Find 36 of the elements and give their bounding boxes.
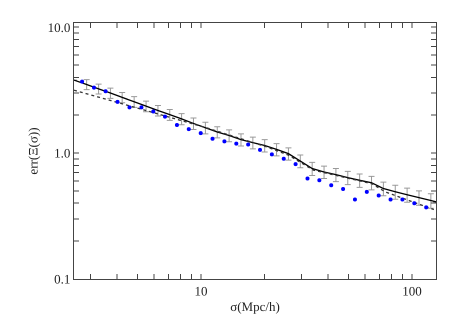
point (198, 131, 203, 136)
point (246, 142, 250, 147)
point (92, 86, 96, 90)
point (163, 114, 167, 119)
point (116, 100, 120, 104)
point (352, 198, 357, 202)
point (139, 105, 144, 110)
point (151, 110, 156, 114)
point (186, 127, 191, 132)
point (341, 186, 346, 191)
point (376, 194, 381, 198)
point (127, 105, 132, 110)
y-tick-label: 10.0 (48, 20, 70, 35)
point (104, 89, 108, 94)
point (412, 201, 416, 206)
point (329, 183, 334, 188)
point (258, 148, 262, 152)
point (305, 176, 310, 180)
point (294, 162, 298, 166)
point (210, 136, 215, 141)
point (317, 178, 322, 182)
point (424, 205, 428, 210)
point (400, 198, 404, 202)
point (234, 142, 238, 146)
point (364, 190, 369, 194)
point (174, 123, 179, 128)
x-tick-label: 100 (402, 284, 422, 299)
y-axis-title: err(Ξ(σ)) (26, 127, 41, 175)
x-axis-title: σ(Mpc/h) (230, 299, 280, 314)
y-tick-label: 0.1 (54, 272, 70, 287)
point (388, 198, 393, 202)
x-tick-label: 10 (194, 284, 208, 299)
point (222, 139, 226, 144)
point (282, 156, 286, 161)
y-tick-label: 1.0 (54, 146, 70, 161)
point (270, 152, 274, 156)
